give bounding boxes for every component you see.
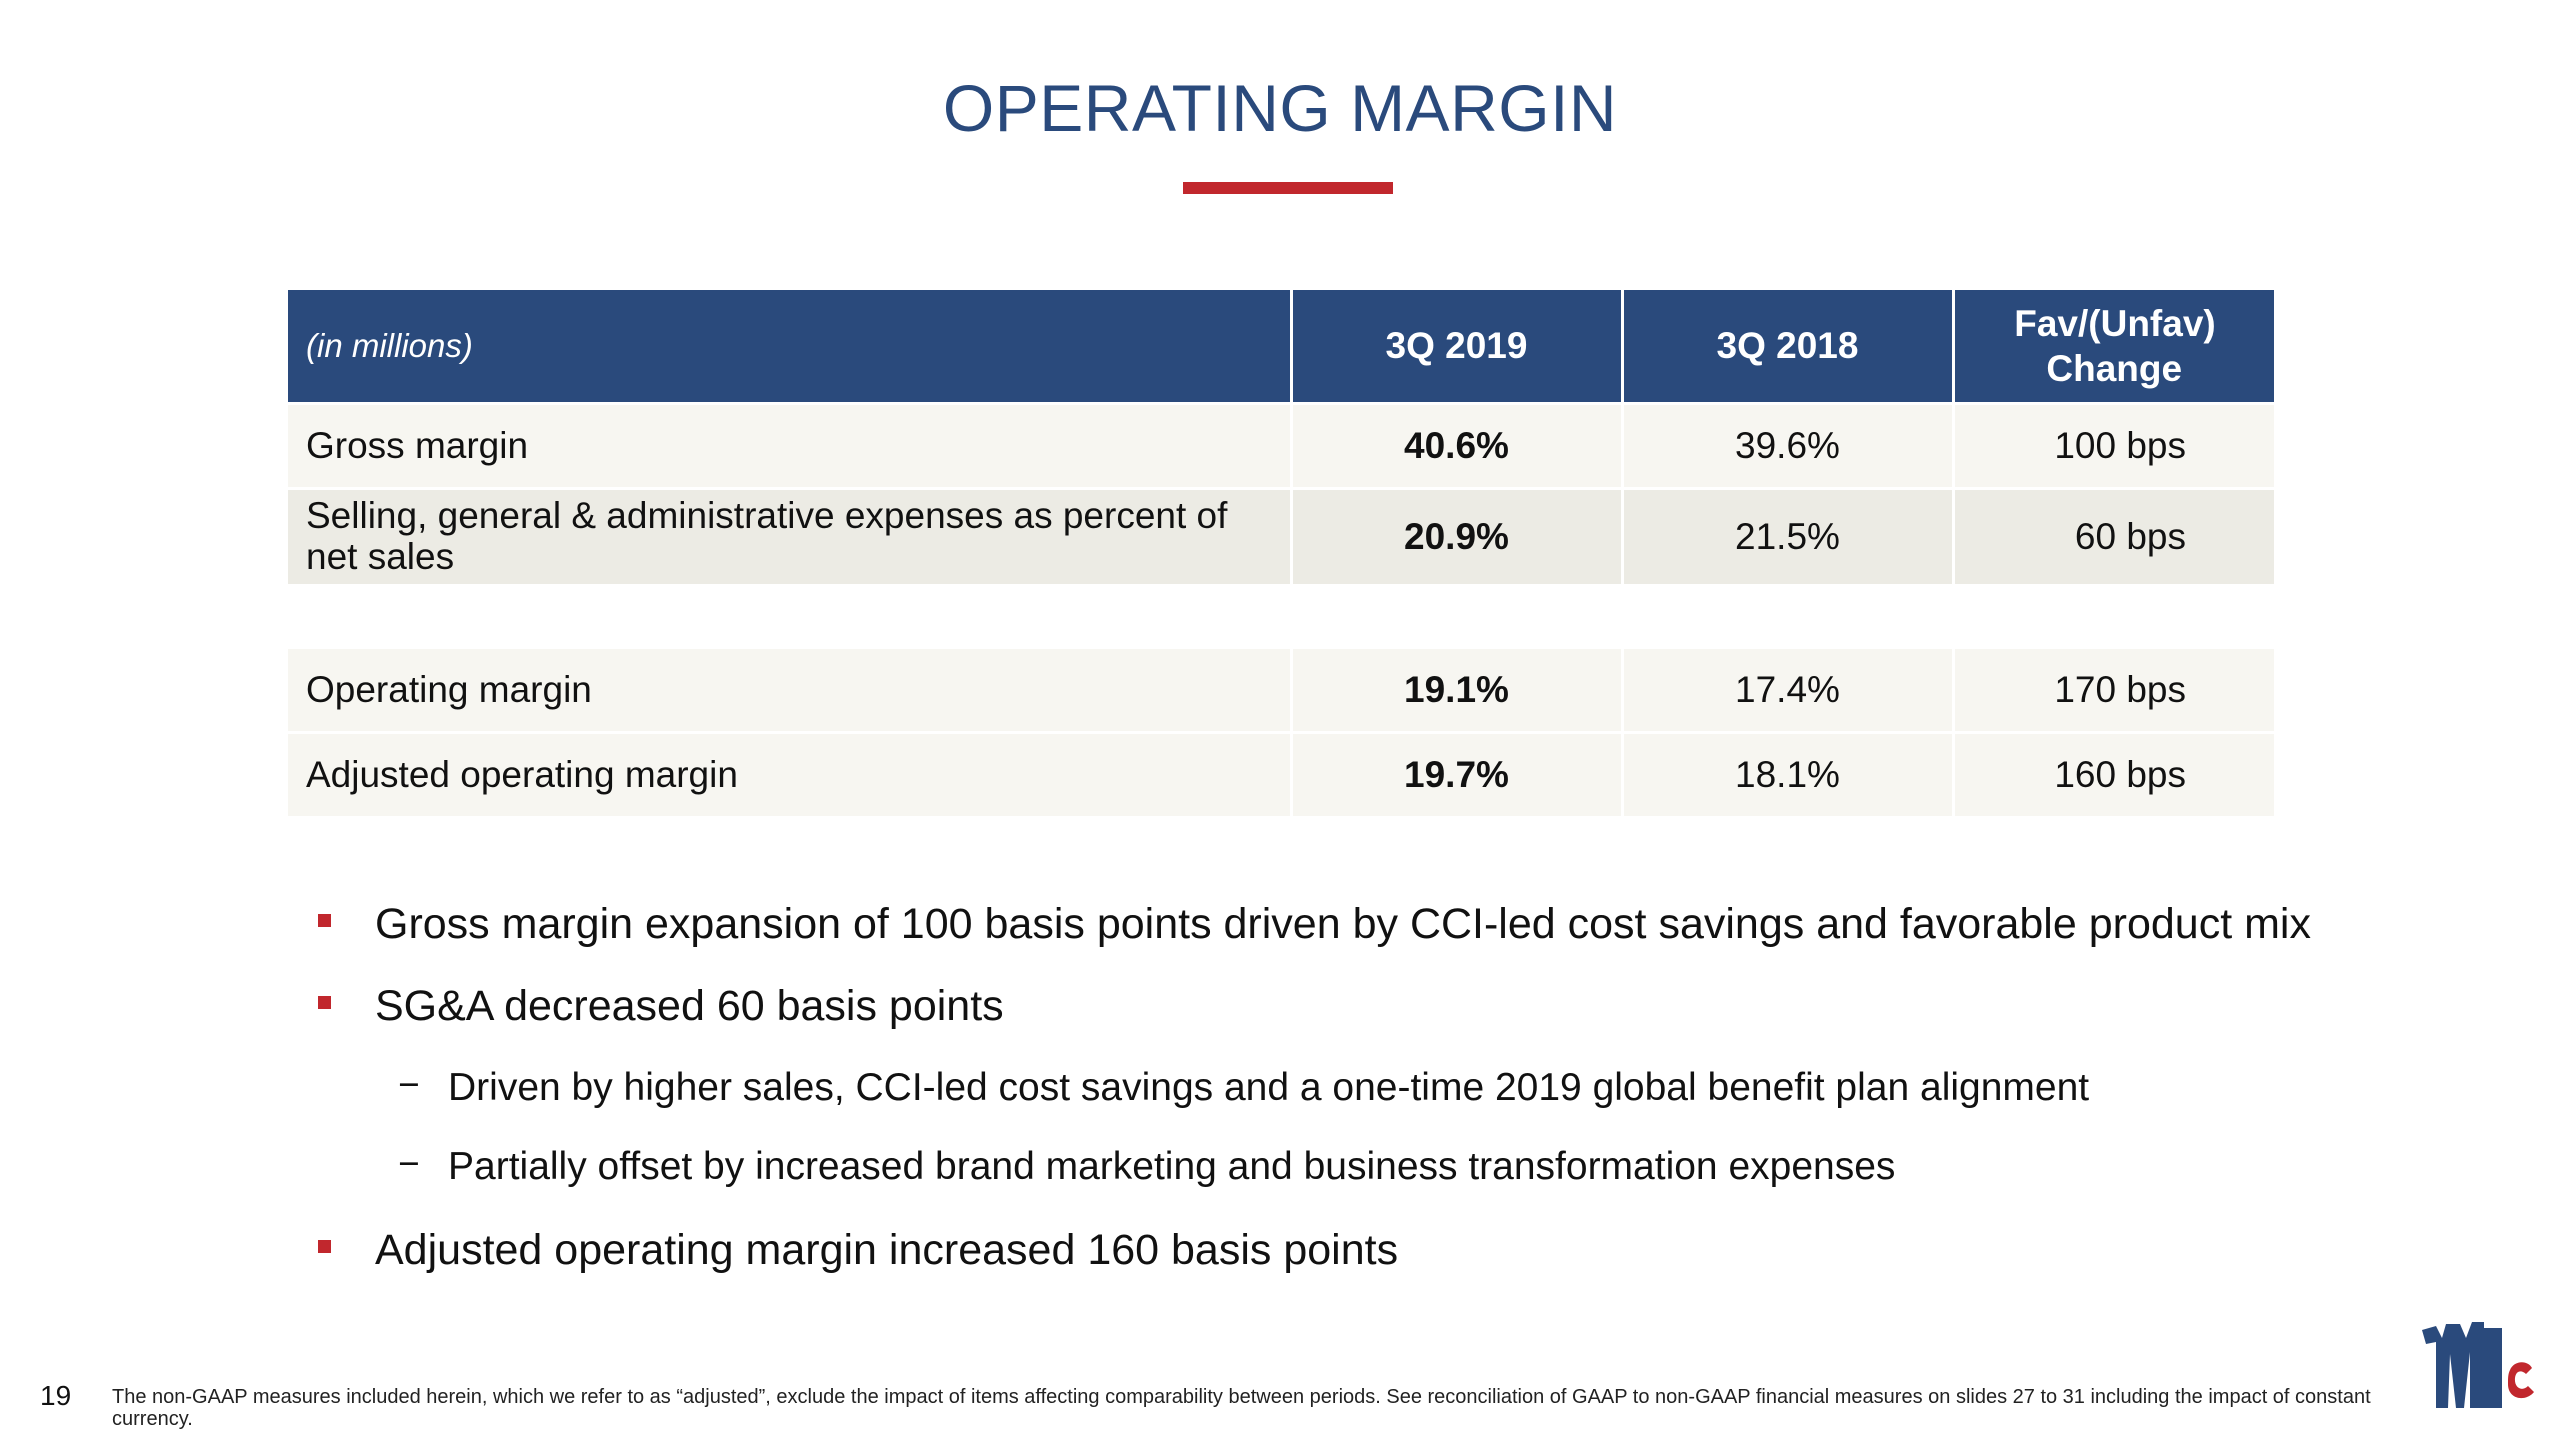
operating-margin-table: (in millions) 3Q 2019 3Q 2018 Fav/(Unfav… [288, 290, 2274, 816]
table-spacer-row [288, 584, 2274, 648]
row-label: Operating margin [288, 646, 1293, 733]
table-row: Operating margin 19.1% 17.4% 170 bps [288, 646, 2274, 733]
table-row: Gross margin 40.6% 39.6% 100 bps [288, 402, 2274, 489]
value-3q-2019: 40.6% [1291, 402, 1624, 489]
title-underline [1183, 182, 1393, 194]
table-header-row: (in millions) 3Q 2019 3Q 2018 Fav/(Unfav… [288, 290, 2274, 404]
spacer-cell [288, 584, 2274, 648]
header-3q-2019: 3Q 2019 [1291, 290, 1624, 404]
header-change: Fav/(Unfav) Change [1953, 290, 2274, 404]
bullet-text: Partially offset by increased brand mark… [448, 1145, 1896, 1188]
page-number: 19 [40, 1380, 72, 1411]
bullet-text: Gross margin expansion of 100 basis poin… [375, 900, 2311, 948]
square-bullet-icon [318, 1240, 331, 1253]
value-3q-2019: 19.1% [1291, 646, 1624, 733]
bullet-text: Driven by higher sales, CCI-led cost sav… [448, 1066, 2090, 1109]
dash-bullet-icon: − [398, 1143, 420, 1184]
bullet-text: Adjusted operating margin increased 160 … [375, 1226, 1399, 1274]
square-bullet-icon [318, 914, 331, 927]
row-label-text: Selling, general & administrative expens… [306, 495, 1228, 577]
header-units: (in millions) [288, 290, 1293, 404]
value-change: 160 bps [1953, 731, 2274, 816]
value-3q-2019: 20.9% [1291, 487, 1624, 584]
dash-bullet-icon: − [398, 1064, 420, 1105]
value-change: 60 bps [1953, 487, 2274, 584]
row-label: Adjusted operating margin [288, 731, 1293, 816]
row-label: Selling, general & administrative expens… [288, 487, 1293, 584]
table-row: Adjusted operating margin 19.7% 18.1% 16… [288, 731, 2274, 816]
bullet-text: SG&A decreased 60 basis points [375, 982, 1004, 1030]
table-row: Selling, general & administrative expens… [288, 487, 2274, 584]
header-change-text: Fav/(Unfav) Change [2014, 302, 2216, 389]
row-label: Gross margin [288, 402, 1293, 489]
value-3q-2018: 21.5% [1622, 487, 1955, 584]
value-3q-2018: 39.6% [1622, 402, 1955, 489]
value-3q-2018: 18.1% [1622, 731, 1955, 816]
mccormick-logo-icon [2422, 1322, 2534, 1408]
value-change: 100 bps [1953, 402, 2274, 489]
page-title: OPERATING MARGIN [942, 71, 1618, 145]
footnote: The non-GAAP measures included herein, w… [112, 1386, 2371, 1430]
value-3q-2018: 17.4% [1622, 646, 1955, 733]
value-change: 170 bps [1953, 646, 2274, 733]
square-bullet-icon [318, 996, 331, 1009]
header-3q-2018: 3Q 2018 [1622, 290, 1955, 404]
value-3q-2019: 19.7% [1291, 731, 1624, 816]
